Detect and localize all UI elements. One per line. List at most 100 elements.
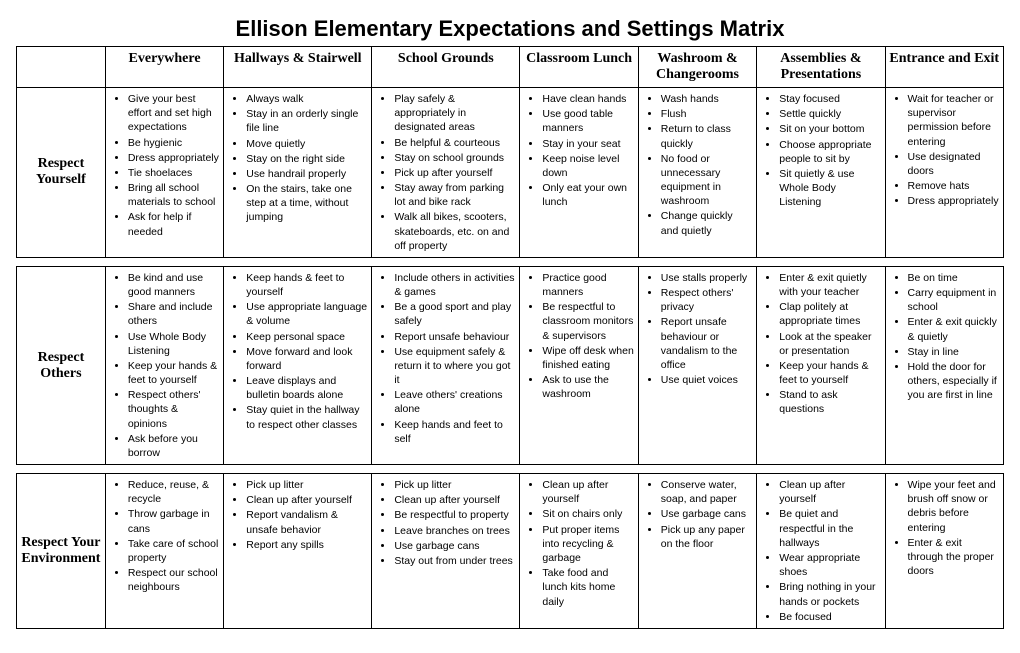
column-header: Hallways & Stairwell [224, 47, 372, 88]
row-header: Respect Your Environment [17, 474, 106, 629]
matrix-cell: Pick up litterClean up after yourselfBe … [372, 474, 520, 629]
bullet-list: Pick up litterClean up after yourselfBe … [376, 478, 515, 568]
bullet-item: Pick up after yourself [394, 166, 515, 180]
matrix-cell: Be on timeCarry equipment in schoolEnter… [885, 266, 1003, 464]
bullet-item: Enter & exit quickly & quietly [908, 315, 999, 343]
matrix-cell: Be kind and use good mannersShare and in… [105, 266, 223, 464]
row-header: Respect Yourself [17, 88, 106, 258]
matrix-cell: Conserve water, soap, and paperUse garba… [638, 474, 756, 629]
column-header: Entrance and Exit [885, 47, 1003, 88]
matrix-cell: Keep hands & feet to yourselfUse appropr… [224, 266, 372, 464]
bullet-item: Take food and lunch kits home daily [542, 566, 633, 609]
column-header: Everywhere [105, 47, 223, 88]
column-header: Assemblies & Presentations [757, 47, 885, 88]
bullet-list: Enter & exit quietly with your teacherCl… [761, 271, 880, 417]
bullet-item: Enter & exit quietly with your teacher [779, 271, 880, 299]
page-title: Ellison Elementary Expectations and Sett… [16, 16, 1004, 42]
bullet-item: Take care of school property [128, 537, 219, 565]
bullet-item: Be helpful & courteous [394, 136, 515, 150]
bullet-item: Only eat your own lunch [542, 181, 633, 209]
bullet-item: Reduce, reuse, & recycle [128, 478, 219, 506]
matrix-cell: Have clean handsUse good table mannersSt… [520, 88, 638, 258]
matrix-cell: Enter & exit quietly with your teacherCl… [757, 266, 885, 464]
bullet-item: Ask for help if needed [128, 210, 219, 238]
bullet-item: Have clean hands [542, 92, 633, 106]
matrix-cell: Wait for teacher or supervisor permissio… [885, 88, 1003, 258]
bullet-list: Clean up after yourselfSit on chairs onl… [524, 478, 633, 609]
bullet-item: Stay quiet in the hallway to respect oth… [246, 403, 367, 431]
bullet-list: Wait for teacher or supervisor permissio… [890, 92, 999, 208]
matrix-cell: Clean up after yourselfSit on chairs onl… [520, 474, 638, 629]
bullet-item: Leave branches on trees [394, 524, 515, 538]
matrix-cell: Pick up litterClean up after yourself Rep… [224, 474, 372, 629]
matrix-table-1: EverywhereHallways & StairwellSchool Gro… [16, 46, 1004, 258]
bullet-item: Be kind and use good manners [128, 271, 219, 299]
bullet-list: Always walkStay in an orderly single fil… [228, 92, 367, 225]
bullet-item: Look at the speaker or presentation [779, 330, 880, 358]
column-header: Classroom Lunch [520, 47, 638, 88]
bullet-item: Ask before you borrow [128, 432, 219, 460]
bullet-item: Move quietly [246, 137, 367, 151]
bullet-list: Wash handsFlushReturn to class quicklyNo… [643, 92, 752, 238]
bullet-item: Share and include others [128, 300, 219, 328]
matrix-table-3: Respect Your EnvironmentReduce, reuse, &… [16, 473, 1004, 629]
bullet-item: Be hygienic [128, 136, 219, 150]
row-header: Respect Others [17, 266, 106, 464]
bullet-list: Practice good mannersBe respectful to cl… [524, 271, 633, 402]
bullet-item: Clap politely at appropriate times [779, 300, 880, 328]
bullet-item: Respect others' thoughts & opinions [128, 388, 219, 431]
bullet-item: Conserve water, soap, and paper [661, 478, 752, 506]
bullet-item: Pick up litter [246, 478, 367, 492]
bullet-item: Pick up litter [394, 478, 515, 492]
bullet-item: Throw garbage in cans [128, 507, 219, 535]
bullet-item: Ask to use the washroom [542, 373, 633, 401]
bullet-item: Pick up any paper on the floor [661, 523, 752, 551]
bullet-list: Have clean handsUse good table mannersSt… [524, 92, 633, 209]
bullet-item: Use stalls properly [661, 271, 752, 285]
bullet-list: Wipe your feet and brush off snow or deb… [890, 478, 999, 578]
bullet-item: Sit quietly & use Whole Body Listening [779, 167, 880, 210]
bullet-item: Tie shoelaces [128, 166, 219, 180]
bullet-item: Bring nothing in your hands or pockets [779, 580, 880, 608]
bullet-item: Keep hands and feet to self [394, 418, 515, 446]
bullet-item: Keep your hands & feet to yourself [128, 359, 219, 387]
matrix-cell: Clean up after yourselfBe quiet and resp… [757, 474, 885, 629]
bullet-item: Use designated doors [908, 150, 999, 178]
bullet-item: Use garbage cans [661, 507, 752, 521]
bullet-item: Always walk [246, 92, 367, 106]
bullet-item: Clean up after yourself [394, 493, 515, 507]
bullet-item: Keep hands & feet to yourself [246, 271, 367, 299]
bullet-item: Play safely & appropriately in designate… [394, 92, 515, 135]
bullet-item: Return to class quickly [661, 122, 752, 150]
bullet-item: Stay out from under trees [394, 554, 515, 568]
bullet-item: Dress appropriately [128, 151, 219, 165]
bullet-item: Walk all bikes, scooters, skateboards, e… [394, 210, 515, 253]
matrix-cell: Wash handsFlushReturn to class quicklyNo… [638, 88, 756, 258]
matrix-cell: Stay focusedSettle quicklySit on your bo… [757, 88, 885, 258]
bullet-item: Stay away from parking lot and bike rack [394, 181, 515, 209]
bullet-list: Give your best effort and set high expec… [110, 92, 219, 239]
bullet-item: Respect our school neighbours [128, 566, 219, 594]
bullet-item: Use garbage cans [394, 539, 515, 553]
bullet-list: Pick up litterClean up after yourself Rep… [228, 478, 367, 552]
bullet-item: Report any spills [246, 538, 367, 552]
matrix-cell: Always walkStay in an orderly single fil… [224, 88, 372, 258]
bullet-item: Keep personal space [246, 330, 367, 344]
bullet-list: Clean up after yourselfBe quiet and resp… [761, 478, 880, 624]
matrix-table-2: Respect OthersBe kind and use good manne… [16, 266, 1004, 465]
bullet-item: Clean up after yourself [246, 493, 367, 507]
bullet-list: Keep hands & feet to yourselfUse appropr… [228, 271, 367, 432]
matrix-cell: Practice good mannersBe respectful to cl… [520, 266, 638, 464]
bullet-item: On the stairs, take one step at a time, … [246, 182, 367, 225]
bullet-item: Practice good manners [542, 271, 633, 299]
bullet-item: Use good table manners [542, 107, 633, 135]
bullet-item: Use equipment safely & return it to wher… [394, 345, 515, 388]
bullet-item: Be respectful to classroom monitors & su… [542, 300, 633, 343]
bullet-item: Choose appropriate people to sit by [779, 138, 880, 166]
bullet-item: Wear appropriate shoes [779, 551, 880, 579]
bullet-list: Reduce, reuse, & recycleThrow garbage in… [110, 478, 219, 594]
bullet-list: Be kind and use good mannersShare and in… [110, 271, 219, 460]
bullet-list: Conserve water, soap, and paperUse garba… [643, 478, 752, 551]
bullet-item: Wait for teacher or supervisor permissio… [908, 92, 999, 149]
bullet-item: Be a good sport and play safely [394, 300, 515, 328]
